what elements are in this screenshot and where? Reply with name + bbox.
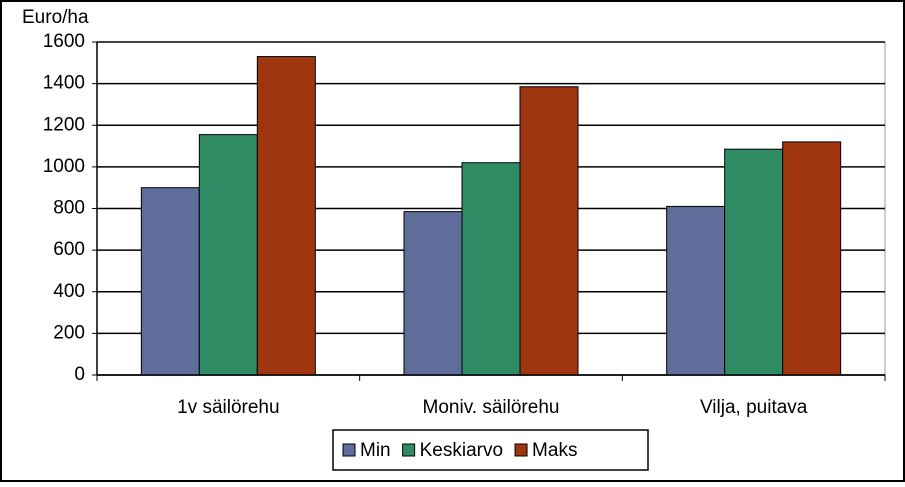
y-tick-label: 1400: [43, 73, 85, 94]
x-tick-label: Moniv. säilörehu: [423, 397, 560, 418]
legend-label: Keskiarvo: [420, 440, 503, 461]
y-axis-label: Euro/ha: [22, 7, 89, 28]
y-tick-label: 400: [53, 281, 85, 302]
bar: [140, 187, 200, 376]
bar: [403, 211, 463, 376]
x-tick-label: 1v säilörehu: [177, 397, 279, 418]
legend-swatch: [402, 443, 416, 457]
y-tick-label: 1200: [43, 114, 85, 135]
bar: [666, 205, 726, 376]
y-tick-label: 200: [53, 322, 85, 343]
y-tick-label: 1000: [43, 156, 85, 177]
bar: [256, 56, 316, 376]
bar: [782, 141, 842, 376]
x-tick-label: Vilja, puitava: [700, 397, 808, 418]
legend-swatch: [342, 443, 356, 457]
bar: [198, 134, 258, 376]
legend-swatch: [514, 443, 528, 457]
legend-label: Min: [360, 440, 391, 461]
y-tick-label: 0: [74, 364, 85, 385]
y-tick-label: 1600: [43, 31, 85, 52]
bar: [461, 162, 521, 376]
bar: [724, 148, 784, 376]
bar: [519, 86, 579, 376]
legend-box: [332, 429, 649, 471]
y-tick-label: 600: [53, 239, 85, 260]
legend-label: Maks: [532, 440, 577, 461]
y-tick-label: 800: [53, 198, 85, 219]
